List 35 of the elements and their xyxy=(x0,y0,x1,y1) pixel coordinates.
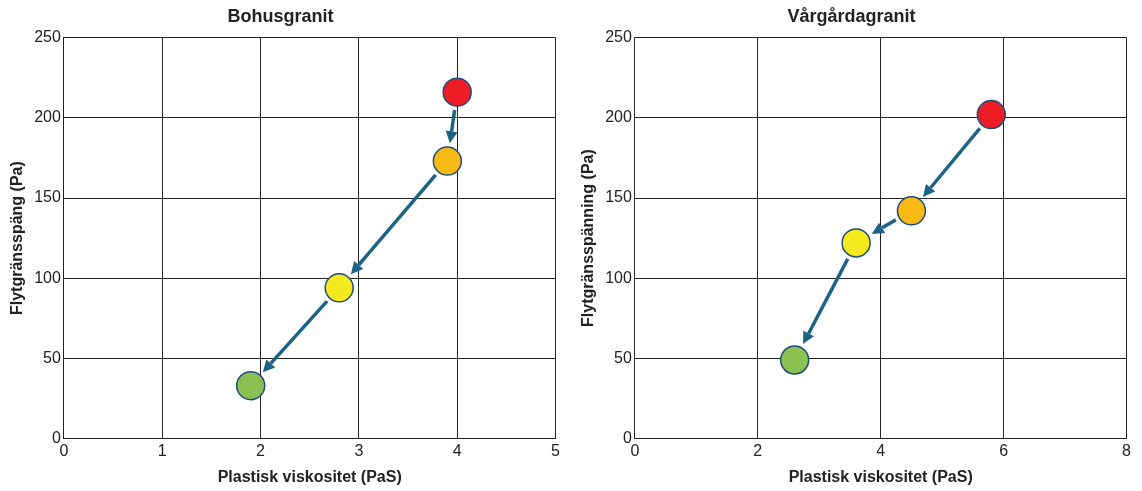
y-tick-label: 50 xyxy=(43,348,61,366)
x-axis-title: Plastisk viskositet (PaS) xyxy=(217,467,402,485)
point xyxy=(841,228,871,258)
x-tick-label: 2 xyxy=(753,441,763,459)
y-tick-label: 0 xyxy=(622,429,632,447)
y-tick-label: 150 xyxy=(605,188,632,206)
x-tick-label: 8 xyxy=(1122,441,1132,459)
y-tick-label: 150 xyxy=(34,188,61,206)
point xyxy=(896,196,927,226)
point xyxy=(779,345,810,375)
x-tick-label: 3 xyxy=(354,441,364,459)
point xyxy=(976,99,1007,130)
point xyxy=(442,77,472,107)
y-axis-title: Flytgränsspänning (Pa) xyxy=(579,149,597,327)
x-tick-label: 4 xyxy=(876,441,886,459)
chart-title: Bohusgranit xyxy=(227,5,334,26)
point xyxy=(235,370,266,401)
y-tick-label: 0 xyxy=(51,429,61,447)
x-tick-label: 2 xyxy=(256,441,266,459)
x-axis-title: Plastisk viskositet (PaS) xyxy=(788,467,973,485)
point xyxy=(432,146,463,176)
chart-title: Vårgårdagranit xyxy=(787,5,916,26)
x-tick-label: 5 xyxy=(551,441,561,459)
y-tick-label: 50 xyxy=(614,348,632,366)
x-tick-label: 1 xyxy=(157,441,167,459)
point xyxy=(324,273,354,303)
y-tick-label: 250 xyxy=(34,28,61,46)
y-tick-label: 200 xyxy=(34,108,61,126)
y-tick-label: 200 xyxy=(605,108,632,126)
x-tick-label: 6 xyxy=(999,441,1009,459)
y-axis-title: Flytgränsspäng (Pa) xyxy=(8,161,26,316)
y-tick-label: 100 xyxy=(34,268,61,286)
y-tick-label: 250 xyxy=(605,28,632,46)
y-tick-label: 100 xyxy=(605,268,632,286)
x-tick-label: 4 xyxy=(452,441,462,459)
